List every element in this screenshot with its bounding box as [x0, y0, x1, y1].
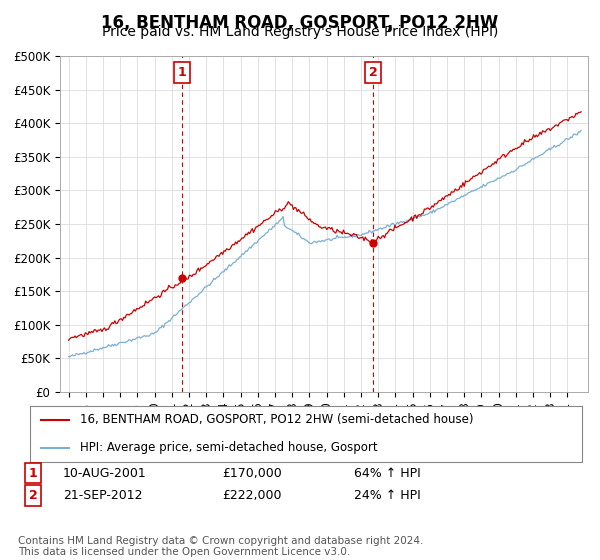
- Text: 1: 1: [29, 466, 37, 480]
- Text: 2: 2: [369, 66, 378, 79]
- Text: Contains HM Land Registry data © Crown copyright and database right 2024.
This d: Contains HM Land Registry data © Crown c…: [18, 535, 424, 557]
- Text: HPI: Average price, semi-detached house, Gosport: HPI: Average price, semi-detached house,…: [80, 441, 377, 455]
- Text: 16, BENTHAM ROAD, GOSPORT, PO12 2HW: 16, BENTHAM ROAD, GOSPORT, PO12 2HW: [101, 14, 499, 32]
- Text: 10-AUG-2001: 10-AUG-2001: [63, 466, 147, 480]
- Text: 2: 2: [29, 489, 37, 502]
- Text: 16, BENTHAM ROAD, GOSPORT, PO12 2HW (semi-detached house): 16, BENTHAM ROAD, GOSPORT, PO12 2HW (sem…: [80, 413, 473, 427]
- Text: £222,000: £222,000: [222, 489, 281, 502]
- Text: 1: 1: [178, 66, 187, 79]
- Text: £170,000: £170,000: [222, 466, 282, 480]
- Text: 24% ↑ HPI: 24% ↑ HPI: [354, 489, 421, 502]
- Text: 21-SEP-2012: 21-SEP-2012: [63, 489, 143, 502]
- Text: Price paid vs. HM Land Registry's House Price Index (HPI): Price paid vs. HM Land Registry's House …: [102, 25, 498, 39]
- Text: 64% ↑ HPI: 64% ↑ HPI: [354, 466, 421, 480]
